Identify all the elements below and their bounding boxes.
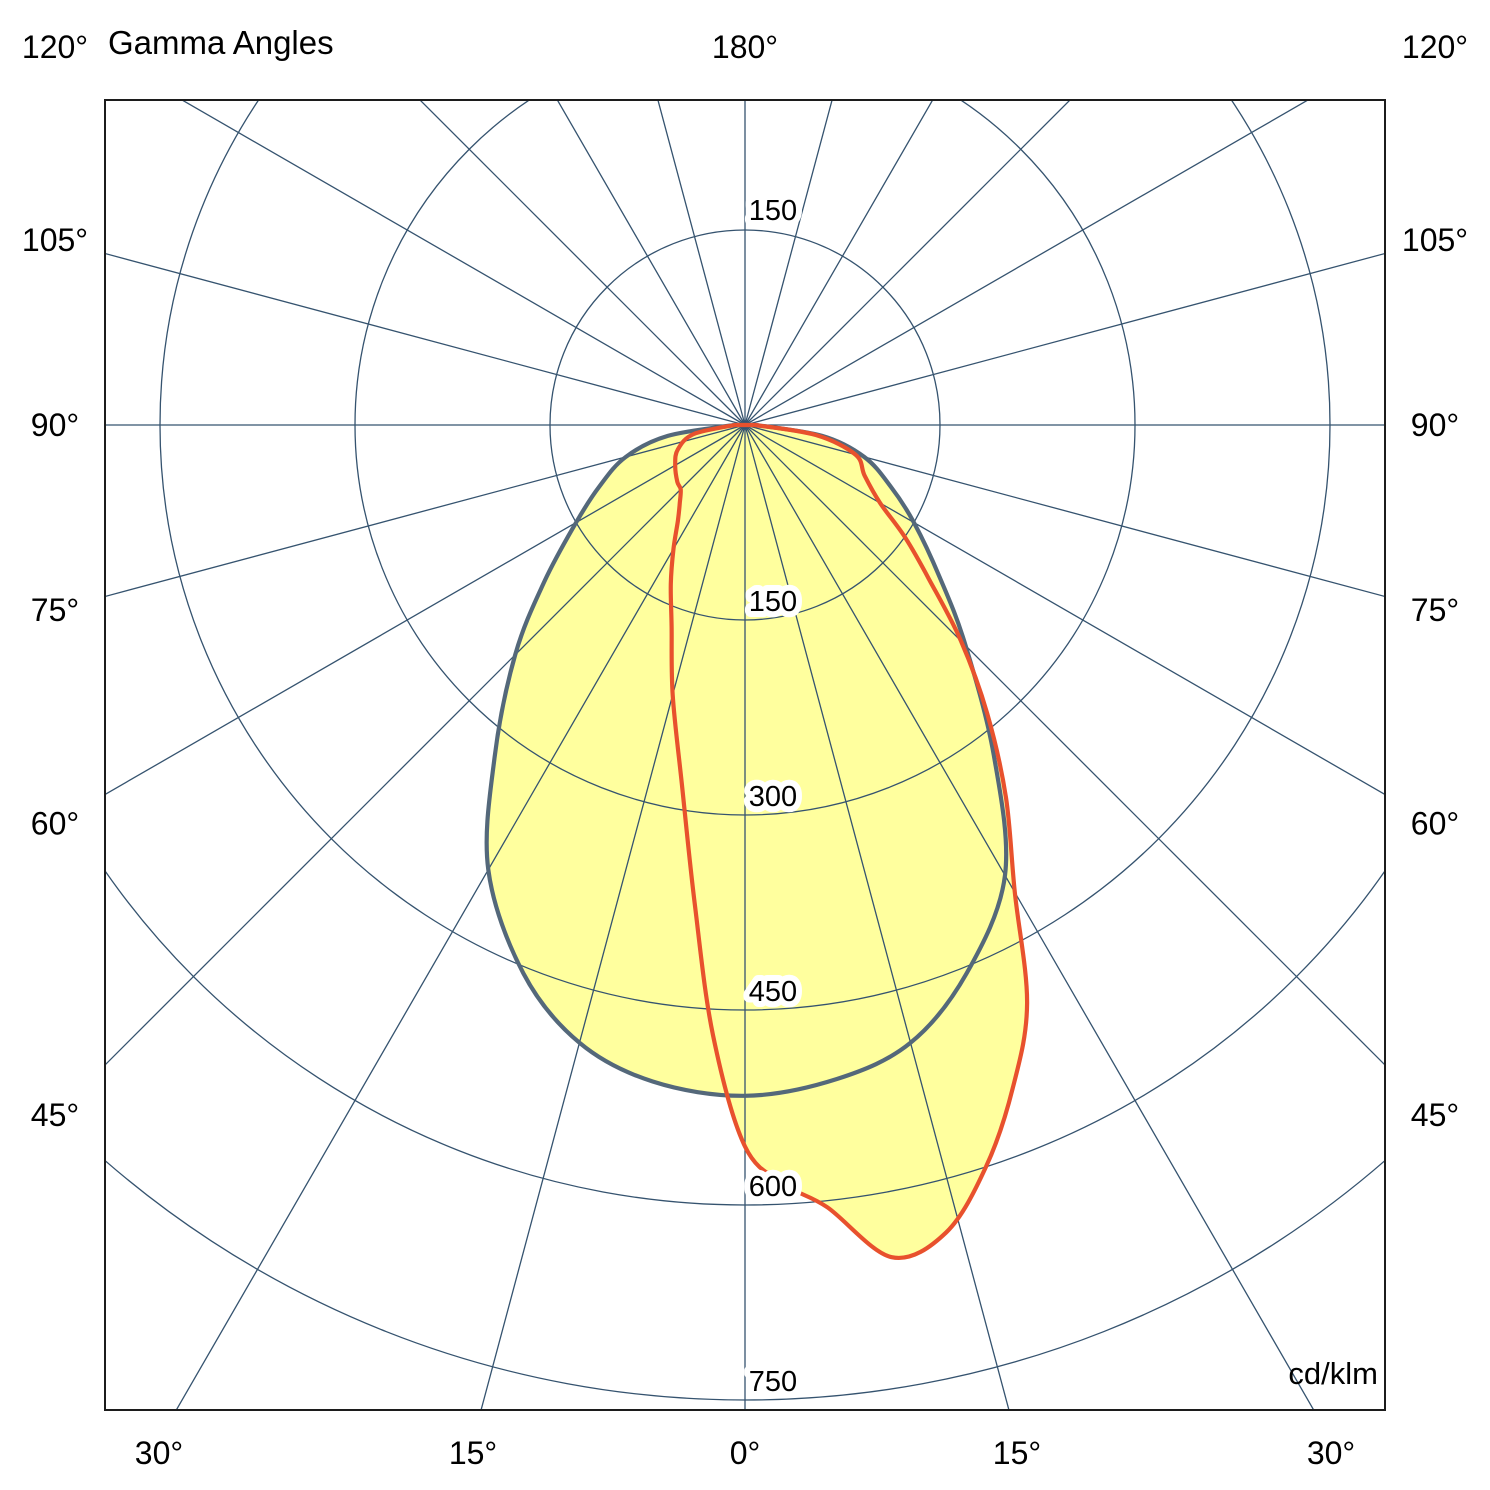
grid-ray bbox=[105, 424, 746, 1066]
gamma-angle-label: 90° bbox=[1411, 407, 1459, 443]
gamma-angle-label: 75° bbox=[1411, 592, 1459, 628]
grid-ray bbox=[744, 100, 1071, 426]
radial-tick-label: 150 bbox=[749, 195, 797, 227]
gamma-angle-label: 45° bbox=[1411, 1097, 1459, 1133]
gamma-angle-label: 30° bbox=[135, 1435, 183, 1471]
gamma-angle-label: 60° bbox=[31, 805, 79, 841]
gamma-angle-label: 60° bbox=[1411, 805, 1459, 841]
gamma-angle-label: 120° bbox=[22, 29, 88, 65]
chart-title: Gamma Angles bbox=[108, 24, 334, 61]
grid-ray bbox=[480, 424, 746, 1410]
gamma-angle-label: 105° bbox=[22, 222, 88, 258]
gamma-angle-label: 75° bbox=[31, 592, 79, 628]
gamma-angle-label: 105° bbox=[1402, 222, 1468, 258]
gamma-angle-label: 15° bbox=[449, 1435, 497, 1471]
grid-ray bbox=[105, 424, 746, 796]
chart-labels: 150 300 450 600 750 150 45° 45° 60° 60° 75° 75° 90° 9… bbox=[22, 29, 1468, 1471]
grid-ray bbox=[175, 424, 746, 1410]
gamma-angle-label: 0° bbox=[730, 1435, 761, 1471]
grid-ray bbox=[744, 100, 934, 426]
grid-ray bbox=[657, 100, 746, 426]
beam-fill-shape bbox=[670, 425, 1028, 1258]
gamma-angle-label: 15° bbox=[993, 1435, 1041, 1471]
grid-ray bbox=[744, 100, 833, 426]
grid-ray bbox=[744, 100, 1310, 426]
grid-ray bbox=[744, 424, 1385, 796]
gamma-angle-label: 90° bbox=[31, 407, 79, 443]
radial-tick-label: 150 bbox=[749, 586, 797, 618]
radial-tick-label: 300 bbox=[749, 781, 797, 813]
grid-ray bbox=[744, 424, 1385, 1066]
grid-ray bbox=[180, 100, 746, 426]
beam-fill bbox=[486, 425, 1028, 1258]
grid-ray bbox=[744, 424, 1315, 1410]
gamma-angle-label: 45° bbox=[31, 1097, 79, 1133]
radial-tick-label: 750 bbox=[749, 1366, 797, 1398]
gamma-angle-label: 120° bbox=[1402, 29, 1468, 65]
grid-ray bbox=[744, 424, 1385, 598]
gamma-angle-label: 30° bbox=[1307, 1435, 1355, 1471]
radial-tick-label: 600 bbox=[749, 1171, 797, 1203]
radial-tick-label: 450 bbox=[749, 976, 797, 1008]
unit-label: cd/klm bbox=[1288, 1356, 1378, 1391]
intensity-curves bbox=[484, 422, 1030, 1261]
grid-ray bbox=[105, 252, 746, 426]
grid-ray bbox=[744, 252, 1385, 426]
plot-border bbox=[104, 99, 1386, 1411]
grid-ray bbox=[419, 100, 746, 426]
grid-ray bbox=[556, 100, 746, 426]
gamma-angle-label-top: 180° bbox=[712, 29, 778, 65]
grid-ray bbox=[744, 424, 1010, 1410]
curve-c90-c270-plane bbox=[668, 422, 1030, 1261]
curve-c0-c180-plane bbox=[484, 422, 1009, 1098]
grid-ray bbox=[105, 424, 746, 598]
